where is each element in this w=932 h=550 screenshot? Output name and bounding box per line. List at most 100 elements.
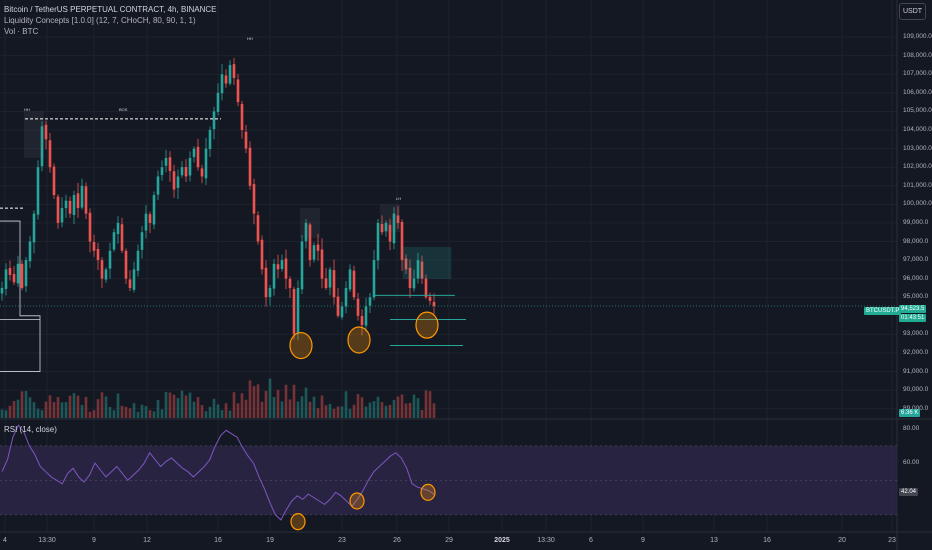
candle-body: [312, 245, 316, 260]
symbol-title[interactable]: Bitcoin / TetherUS PERPETUAL CONTRACT, 4…: [4, 5, 217, 14]
currency-button[interactable]: USDT: [899, 3, 926, 20]
volume-bar: [292, 384, 296, 418]
volume-bar: [68, 395, 72, 418]
price-tick-label: 105,000.0: [903, 107, 932, 115]
candle-body: [156, 176, 160, 195]
candle-body: [304, 222, 308, 242]
volume-bar: [360, 397, 364, 418]
volume-bar: [276, 389, 280, 418]
time-tick-label: 16: [214, 537, 222, 544]
candle-body: [408, 267, 412, 288]
price-tick-label: 102,000.0: [903, 163, 932, 171]
candle-body: [40, 126, 44, 167]
candle-body: [52, 166, 56, 196]
candle-body: [96, 248, 100, 261]
chart-legend: Bitcoin / TetherUS PERPETUAL CONTRACT, 4…: [4, 4, 217, 37]
candle-body: [24, 260, 28, 287]
volume-bar: [164, 392, 168, 418]
rsi-highlight-circle: [349, 492, 365, 510]
time-tick-label: 23: [338, 537, 346, 544]
high-marker: HH: [247, 36, 253, 41]
volume-bar: [60, 402, 64, 418]
candle-body: [236, 79, 240, 103]
candle-body: [208, 130, 212, 150]
volume-bar: [96, 399, 100, 418]
structure-box: [0, 220, 41, 372]
price-tick-label: 109,000.0: [903, 33, 932, 41]
price-tick-label: 96,000.0: [903, 274, 929, 282]
candle-body: [364, 306, 368, 326]
volume-bar: [108, 406, 112, 418]
price-tick-label: 108,000.0: [903, 51, 932, 59]
volume-bar: [428, 391, 432, 418]
candle-body: [388, 224, 392, 242]
time-tick-label: 23: [888, 537, 896, 544]
candle-body: [296, 287, 300, 334]
volume-bar: [56, 397, 60, 418]
volume-bar: [32, 402, 36, 418]
volume-bar: [196, 397, 200, 418]
volume-bar: [188, 392, 192, 418]
candle-body: [28, 241, 32, 262]
volume-bar: [212, 398, 216, 418]
volume-bar: [352, 404, 356, 418]
volume-bar: [116, 393, 120, 418]
volume-bar: [112, 410, 116, 418]
symbol-badge: BTCUSDT.P: [864, 307, 902, 315]
candle-body: [252, 184, 256, 214]
candle-body: [12, 273, 16, 283]
candle-body: [132, 269, 136, 290]
volume-bar: [348, 408, 352, 418]
volume-bar: [0, 409, 4, 418]
candle-body: [340, 306, 344, 318]
time-tick-label: 12: [143, 537, 151, 544]
volume-bar: [356, 394, 360, 418]
candle-body: [264, 267, 268, 298]
candle-body: [368, 297, 372, 306]
volume-bar: [204, 411, 208, 418]
volume-bar: [4, 410, 8, 418]
volume-bar: [48, 395, 52, 418]
volume-bar: [144, 406, 148, 418]
price-tick-label: 98,000.0: [903, 237, 929, 245]
candle-body: [256, 215, 260, 242]
candle-body: [320, 249, 324, 279]
volume-bar: [200, 405, 204, 418]
candle-body: [432, 301, 436, 307]
rsi-legend[interactable]: RSI (14, close): [4, 425, 57, 434]
candle-body: [412, 278, 416, 289]
volume-bar: [232, 392, 236, 418]
candle-body: [352, 270, 356, 298]
volume-bar: [260, 401, 264, 418]
volume-bar: [256, 384, 260, 418]
volume-bar: [156, 400, 160, 418]
volume-bar: [368, 402, 372, 418]
price-tick-label: 107,000.0: [903, 70, 932, 78]
candle-body: [76, 193, 80, 209]
candle-body: [232, 64, 236, 79]
volume-bar: [192, 401, 196, 418]
candle-body: [244, 131, 248, 149]
volume-bar: [104, 396, 108, 418]
candle-body: [84, 186, 88, 214]
volume-legend[interactable]: Vol · BTC: [4, 27, 39, 36]
volume-bar: [184, 395, 188, 418]
volume-bar: [88, 411, 92, 418]
time-tick-label: 16: [763, 537, 771, 544]
time-tick-label: 6: [589, 537, 593, 544]
volume-bar: [76, 395, 80, 418]
indicator-legend[interactable]: Liquidity Concepts [1.0.0] (12, 7, CHoCH…: [4, 16, 196, 25]
volume-badge: 6.36 K: [899, 409, 921, 417]
candle-body: [20, 263, 24, 288]
volume-bar: [424, 390, 428, 418]
volume-bar: [268, 378, 272, 418]
candle-body: [72, 195, 76, 216]
volume-bar: [180, 390, 184, 418]
volume-bar: [416, 398, 420, 418]
candle-body: [356, 298, 360, 316]
volume-bar: [100, 392, 104, 418]
volume-bar: [216, 404, 220, 418]
order-block: [24, 111, 44, 158]
